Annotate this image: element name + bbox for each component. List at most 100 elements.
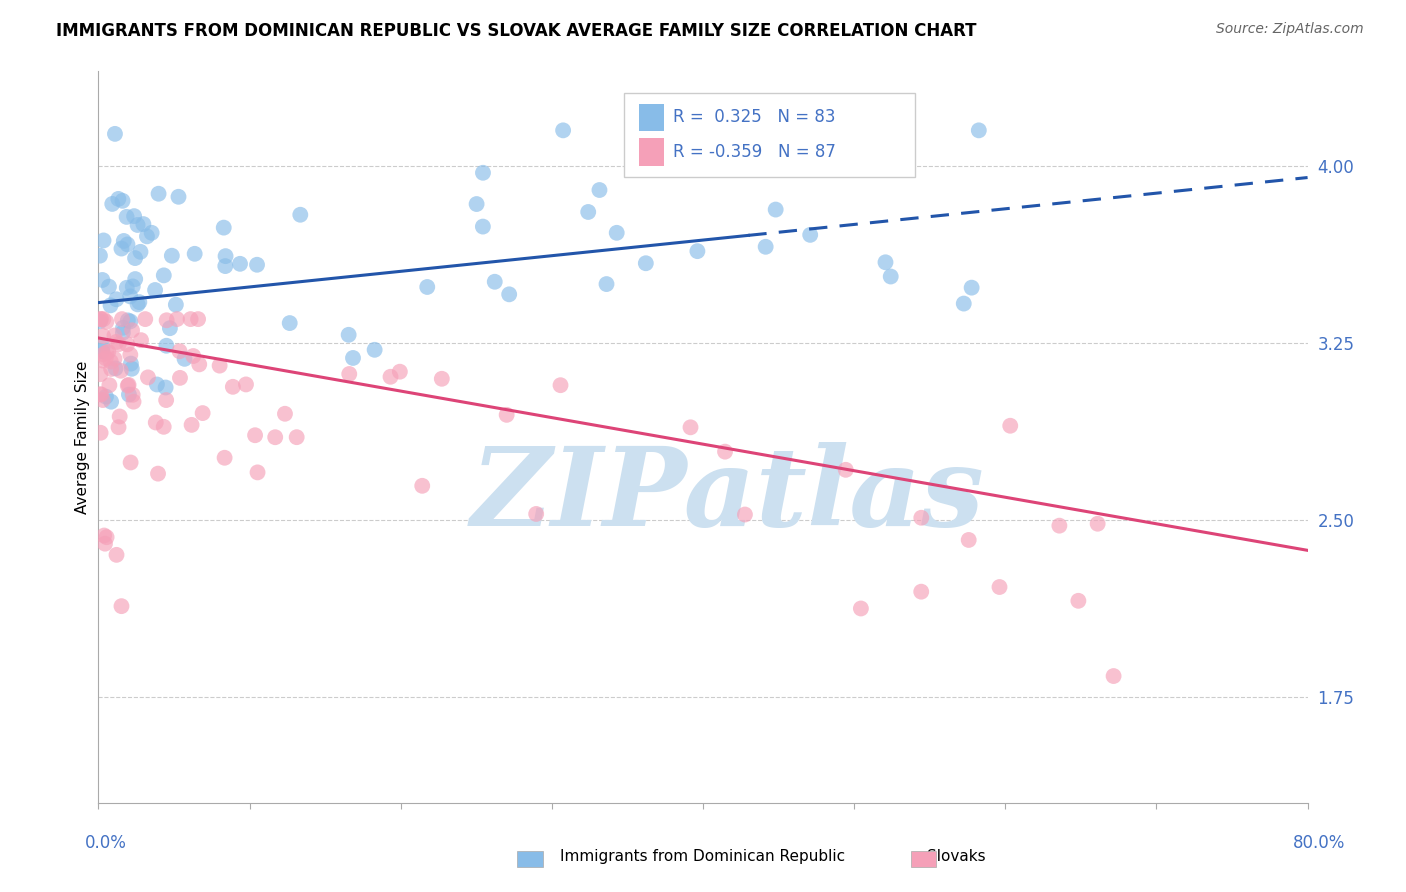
Y-axis label: Average Family Size: Average Family Size [75,360,90,514]
Point [152,419,174,434]
Point [411,479,433,493]
Point [146,377,169,392]
Point [121,323,143,337]
Point [96,530,118,544]
Point [89,368,111,382]
Point [498,287,520,301]
Point [155,393,177,408]
Point [103,351,125,366]
Point [145,416,167,430]
Point [111,194,134,208]
Point [110,364,132,378]
Point [634,256,657,270]
Point [124,251,146,265]
Point [105,293,128,307]
Point [1000,418,1022,433]
FancyBboxPatch shape [624,94,915,178]
Point [117,313,139,327]
Point [160,249,183,263]
Point [143,283,166,297]
Point [107,337,129,351]
Point [388,365,411,379]
Point [104,127,127,141]
Point [173,351,195,366]
Point [208,359,231,373]
Point [714,444,737,458]
Point [127,297,149,311]
Point [274,407,297,421]
Point [337,327,360,342]
Point [166,312,188,326]
Point [91,353,114,368]
Point [115,210,138,224]
Point [132,217,155,231]
Point [112,234,135,248]
Point [380,369,402,384]
Point [120,348,142,362]
Point [180,312,202,326]
Point [136,229,159,244]
Point [121,361,143,376]
Point [835,463,858,477]
Point [120,289,142,303]
Point [120,314,142,328]
Point [100,362,122,376]
Point [550,378,572,392]
Point [107,192,129,206]
Point [120,357,142,371]
Point [100,298,122,312]
Point [90,312,112,326]
Point [155,380,177,394]
Point [214,450,236,465]
Point [117,237,139,252]
Point [117,378,139,392]
Point [246,466,269,480]
Point [127,218,149,232]
Point [91,392,114,407]
Point [122,209,145,223]
Point [243,428,266,442]
Point [183,247,205,261]
Point [849,601,872,615]
Text: R = -0.359   N = 87: R = -0.359 N = 87 [672,143,835,161]
Point [97,344,120,359]
Text: IMMIGRANTS FROM DOMINICAN REPUBLIC VS SLOVAK AVERAGE FAMILY SIZE CORRELATION CHA: IMMIGRANTS FROM DOMINICAN REPUBLIC VS SL… [56,22,977,40]
Point [100,354,122,368]
Point [524,507,547,521]
Point [576,205,599,219]
Point [115,337,138,351]
Point [167,190,190,204]
Point [93,347,115,361]
Point [686,244,709,259]
Point [229,257,252,271]
Point [1047,518,1070,533]
Point [472,166,495,180]
Point [98,378,121,392]
Point [112,320,135,334]
Point [187,312,209,326]
Point [121,279,143,293]
Point [91,273,114,287]
Point [128,295,150,310]
Point [180,417,202,432]
Point [595,277,617,291]
Point [136,370,159,384]
Point [97,279,120,293]
Point [191,406,214,420]
Point [169,371,191,385]
Point [765,202,787,217]
Text: 0.0%: 0.0% [84,834,127,852]
Point [1067,594,1090,608]
Text: ZIPatlas: ZIPatlas [470,442,984,549]
Point [957,533,980,547]
Point [679,420,702,434]
Point [988,580,1011,594]
Point [94,390,117,404]
Point [214,249,236,263]
Point [588,183,610,197]
Point [285,430,308,444]
Point [471,219,494,234]
Point [278,316,301,330]
Point [89,387,111,401]
Text: Immigrants from Dominican Republic: Immigrants from Dominican Republic [561,849,845,863]
